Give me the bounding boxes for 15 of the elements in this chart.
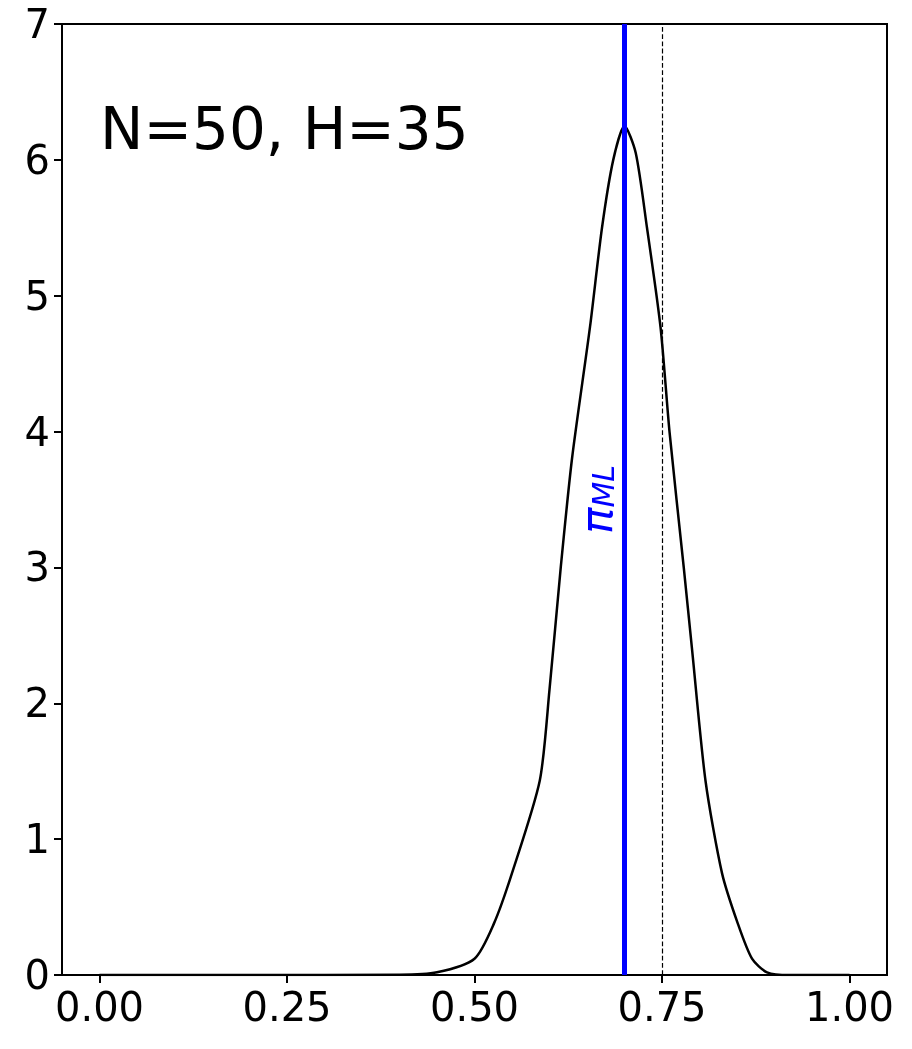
- y-tick-label: 0: [24, 952, 50, 998]
- y-tick-label: 2: [24, 680, 50, 727]
- x-tick-label: 0.00: [54, 984, 145, 1030]
- y-tick-label: 4: [24, 408, 50, 455]
- y-tick-label: 6: [24, 136, 50, 183]
- y-tick-label: 5: [24, 272, 50, 319]
- x-tick-label: 0.75: [617, 984, 707, 1030]
- y-tick-label: 7: [24, 1, 50, 47]
- ref-line-label: πML: [571, 464, 622, 535]
- y-tick-label: 3: [24, 544, 50, 591]
- y-tick-label: 1: [24, 816, 50, 863]
- annotation: N=50, H=35: [100, 95, 469, 163]
- x-tick-label: 0.50: [429, 984, 520, 1030]
- x-tick-label: 1.00: [804, 984, 895, 1030]
- x-tick-label: 0.25: [242, 984, 332, 1030]
